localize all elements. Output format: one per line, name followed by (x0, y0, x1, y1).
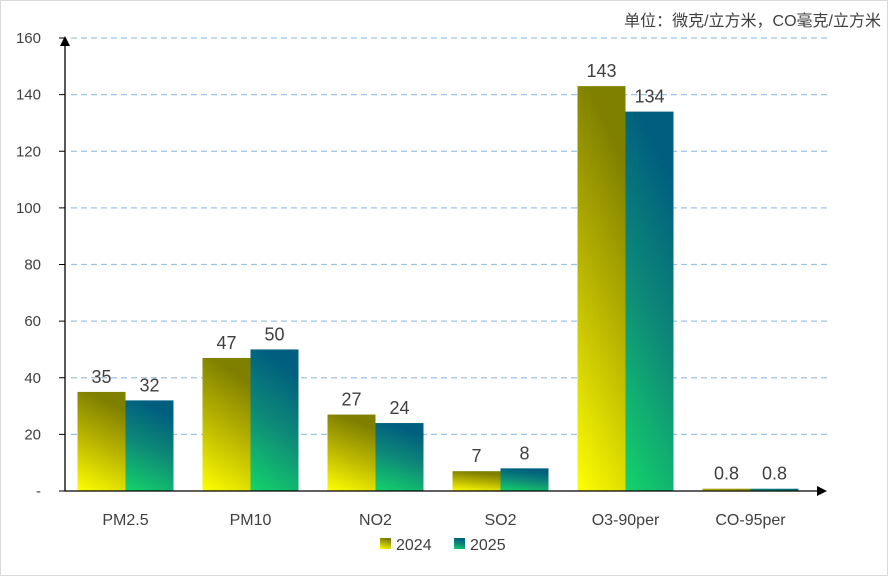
x-category-label: O3-90per (592, 512, 660, 529)
data-label-2024-O3-90per: 143 (586, 61, 616, 81)
data-label-2025-NO2: 24 (389, 398, 409, 418)
x-category-label: CO-95per (715, 512, 786, 529)
y-tick-label: 80 (24, 257, 41, 274)
y-tick-labels: - 20 40 60 80 100 120 140 160 (16, 30, 65, 500)
bar-2024-PM10 (202, 357, 251, 491)
bar-2024-O3-90per (577, 86, 626, 491)
data-label-2024-PM2.5: 35 (91, 367, 111, 387)
bar-2025-CO-95per (750, 488, 799, 491)
data-label-2024-CO-95per: 0.8 (714, 464, 739, 484)
bar-2025-PM10 (250, 349, 299, 491)
data-labels: 35 32 47 50 27 24 7 8 143 134 0.8 0.8 (91, 61, 787, 484)
y-tick-label: 120 (16, 143, 41, 160)
x-category-label: NO2 (359, 512, 392, 529)
axes (60, 36, 827, 496)
y-axis-arrow (60, 36, 70, 46)
x-category-labels: PM2.5 PM10 NO2 SO2 O3-90per CO-95per (102, 512, 786, 529)
x-axis-arrow (817, 486, 827, 496)
gridlines (71, 37, 827, 436)
y-tick-label: - (36, 483, 41, 500)
bar-2024-SO2 (452, 471, 501, 491)
legend: 2024 2025 (380, 537, 506, 554)
bar-2025-O3-90per (625, 111, 674, 492)
bar-2025-NO2 (375, 423, 424, 491)
y-tick-label: 20 (24, 426, 41, 443)
data-label-2025-O3-90per: 134 (634, 87, 664, 107)
y-tick-label: 160 (16, 30, 41, 47)
data-label-2024-PM10: 47 (216, 333, 236, 353)
data-label-2024-NO2: 27 (341, 390, 361, 410)
bar-2025-SO2 (500, 468, 549, 491)
bar-2025-PM2.5 (125, 400, 174, 491)
legend-label-2024: 2024 (396, 537, 432, 554)
bars (77, 86, 799, 492)
y-tick-label: 40 (24, 370, 41, 387)
legend-swatch-2025 (454, 538, 465, 549)
y-tick-label: 100 (16, 200, 41, 217)
unit-note: 单位：微克/立方米，CO毫克/立方米 (624, 11, 881, 30)
legend-swatch-2024 (380, 538, 391, 549)
y-tick-label: 140 (16, 87, 41, 104)
bar-2024-NO2 (327, 414, 376, 491)
y-tick-label: 60 (24, 313, 41, 330)
x-category-label: PM10 (230, 512, 272, 529)
legend-label-2025: 2025 (470, 537, 506, 554)
bar-2024-CO-95per (702, 488, 751, 491)
data-label-2025-PM2.5: 32 (139, 375, 159, 395)
data-label-2025-CO-95per: 0.8 (762, 464, 787, 484)
data-label-2024-SO2: 7 (471, 446, 481, 466)
data-label-2025-SO2: 8 (519, 443, 529, 463)
data-label-2025-PM10: 50 (264, 324, 284, 344)
x-category-label: PM2.5 (102, 512, 148, 529)
x-category-label: SO2 (484, 512, 516, 529)
bar-2024-PM2.5 (77, 391, 126, 491)
